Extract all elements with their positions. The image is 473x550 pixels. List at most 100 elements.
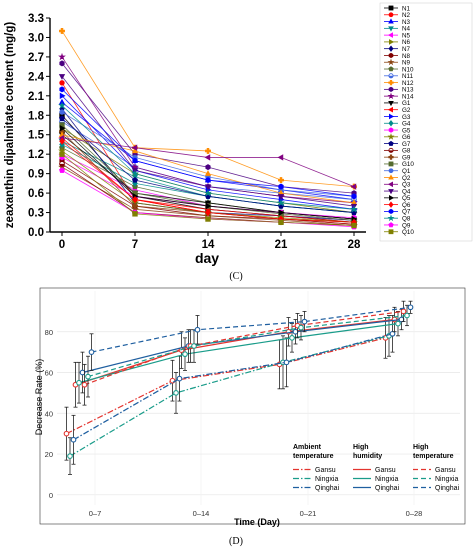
panel-d-legend-label: Ningxia: [375, 476, 398, 483]
panel-c-legend-marker: [388, 45, 394, 52]
panel-c-legend-label: Q1: [402, 168, 411, 175]
panel-c-data-point: [58, 74, 66, 80]
panel-d-label: (D): [229, 536, 243, 547]
panel-c-legend-item: Q4: [384, 188, 411, 195]
panel-d-series-line: [87, 314, 408, 378]
panel-c-legend-label: N4: [402, 26, 411, 33]
panel-d-legend-title: High: [413, 444, 429, 451]
panel-c-series-q5: [59, 125, 358, 223]
panel-d-legend-title: Ambient: [293, 444, 322, 451]
panel-c-data-point: [204, 184, 212, 191]
panel-d-legend-title: High: [353, 444, 369, 451]
panel-c-legend-item: G7: [384, 140, 411, 148]
panel-c-legend-label: N5: [402, 32, 411, 39]
panel-c-y-tick-label: 2.1: [28, 91, 45, 103]
panel-c-data-point: [278, 209, 285, 216]
panel-c-series-q8: [58, 101, 358, 213]
panel-c-legend-label: N7: [402, 46, 411, 53]
panel-d-legend-title: temperature: [413, 453, 454, 460]
panel-c-legend-label: Q8: [402, 215, 411, 222]
panel-c-y-tick-label: 0.3: [28, 208, 44, 220]
panel-c-data-point: [205, 148, 211, 154]
panel-c-legend-item: Q7: [384, 209, 411, 216]
panel-c-y-tick-label: 2.7: [28, 52, 44, 64]
panel-d-data-point: [191, 343, 197, 349]
panel-c-data-point: [278, 177, 284, 184]
panel-c-x-tick-label: 7: [132, 239, 138, 251]
panel-c-data-point: [204, 189, 212, 197]
panel-c-data-point: [351, 193, 357, 200]
panel-d-series-line: [66, 337, 386, 435]
panel-c-data-point: [59, 80, 65, 86]
panel-c-data-point: [205, 202, 212, 210]
panel-c-legend-item: N10: [384, 66, 414, 73]
panel-d-legend: AmbienttemperatureGansuNingxiaQinghaiHig…: [293, 444, 460, 492]
panel-c-data-point: [59, 115, 65, 122]
panel-c-y-axis-label: zeaxanthin dipalmitate content (mg/g): [4, 22, 16, 229]
panel-c-data-point: [204, 154, 211, 161]
panel-c-x-axis-label: day: [195, 250, 219, 266]
panel-d-y-tick-label: 80: [45, 328, 53, 337]
panel-c-legend-marker: [389, 39, 395, 45]
panel-c-legend-label: G9: [402, 154, 411, 161]
panel-c-data-point: [131, 169, 139, 177]
panel-c-legend-box: [379, 2, 473, 242]
panel-c-legend-item: N14: [384, 92, 414, 100]
panel-c-label: (C): [229, 271, 242, 282]
panel-c-legend-item: N7: [384, 45, 411, 53]
panel-c-data-point: [59, 167, 65, 173]
panel-c-legend-item: G9: [384, 154, 411, 161]
panel-d-series: [63, 300, 414, 475]
panel-c-legend-item: N8: [384, 53, 411, 60]
panel-c-legend-marker: [388, 168, 394, 174]
panel-d-legend-label: Qinghai: [315, 485, 340, 492]
panel-c-data-point: [277, 198, 285, 207]
panel-c-legend-label: Q3: [402, 182, 411, 189]
panel-c-series-line: [61, 30, 355, 188]
panel-d-series-ningxia-high-temperature: [85, 304, 410, 398]
panel-d-data-point: [404, 312, 410, 319]
panel-c-data-point: [351, 222, 357, 229]
panel-c-legend-marker: [388, 66, 394, 72]
panel-d-series-line: [84, 310, 404, 386]
panel-c-data-point: [59, 137, 65, 145]
panel-c-y-tick-label: 1.8: [28, 110, 45, 122]
panel-c-x-tick-label: 21: [275, 239, 288, 251]
panel-d-data-point: [400, 308, 407, 315]
panel-c-legend-marker: [388, 154, 394, 160]
panel-c-legend-marker: [388, 120, 394, 127]
panel-c-data-point: [277, 154, 284, 161]
panel-d-series-qinghai-ambient-temperature: [70, 315, 396, 465]
panel-c-legend-label: G10: [402, 161, 414, 168]
panel-d-data-point: [283, 359, 290, 366]
panel-c-legend-label: N2: [402, 12, 411, 19]
panel-c-legend-item: Q6: [384, 201, 411, 209]
panel-c-y-tick-label: 1.5: [28, 130, 45, 142]
panel-c-legend-marker: [388, 147, 394, 153]
panel-c-legend-marker: [388, 86, 394, 93]
panel-c-legend-marker: [388, 222, 394, 228]
panel-d-y-tick-label: 60: [45, 369, 53, 378]
panel-c-data-point: [132, 157, 138, 164]
panel-d-series-qinghai-high-temperature: [88, 300, 414, 371]
panel-c-legend-item: N3: [384, 18, 411, 26]
panel-d-y-tick-label: 0: [49, 491, 53, 500]
panel-d-legend-label: Ningxia: [315, 476, 338, 483]
panel-d-series-line: [73, 333, 393, 441]
panel-c-legend-item: N6: [384, 39, 411, 46]
panel-c-data-point: [131, 147, 139, 154]
panel-c-legend-item: Q3: [384, 181, 411, 189]
panel-c-legend-label: G7: [402, 141, 411, 148]
panel-c-data-point: [132, 211, 138, 217]
panel-d-data-point: [301, 318, 308, 325]
panel-c-legend-label: G4: [402, 121, 411, 128]
panel-c-data-point: [205, 164, 211, 171]
panel-c-y-tick-label: 2.4: [28, 71, 45, 83]
panel-d-series-line: [78, 323, 399, 384]
panel-c-legend-label: N11: [402, 73, 414, 80]
panel-d-data-point: [298, 324, 304, 331]
panel-c-x-tick-label: 14: [202, 239, 215, 251]
panel-d-x-tick-label: 0–21: [300, 509, 317, 518]
panel-c-data-point: [350, 205, 358, 213]
panel-c-legend-marker: [389, 113, 395, 120]
